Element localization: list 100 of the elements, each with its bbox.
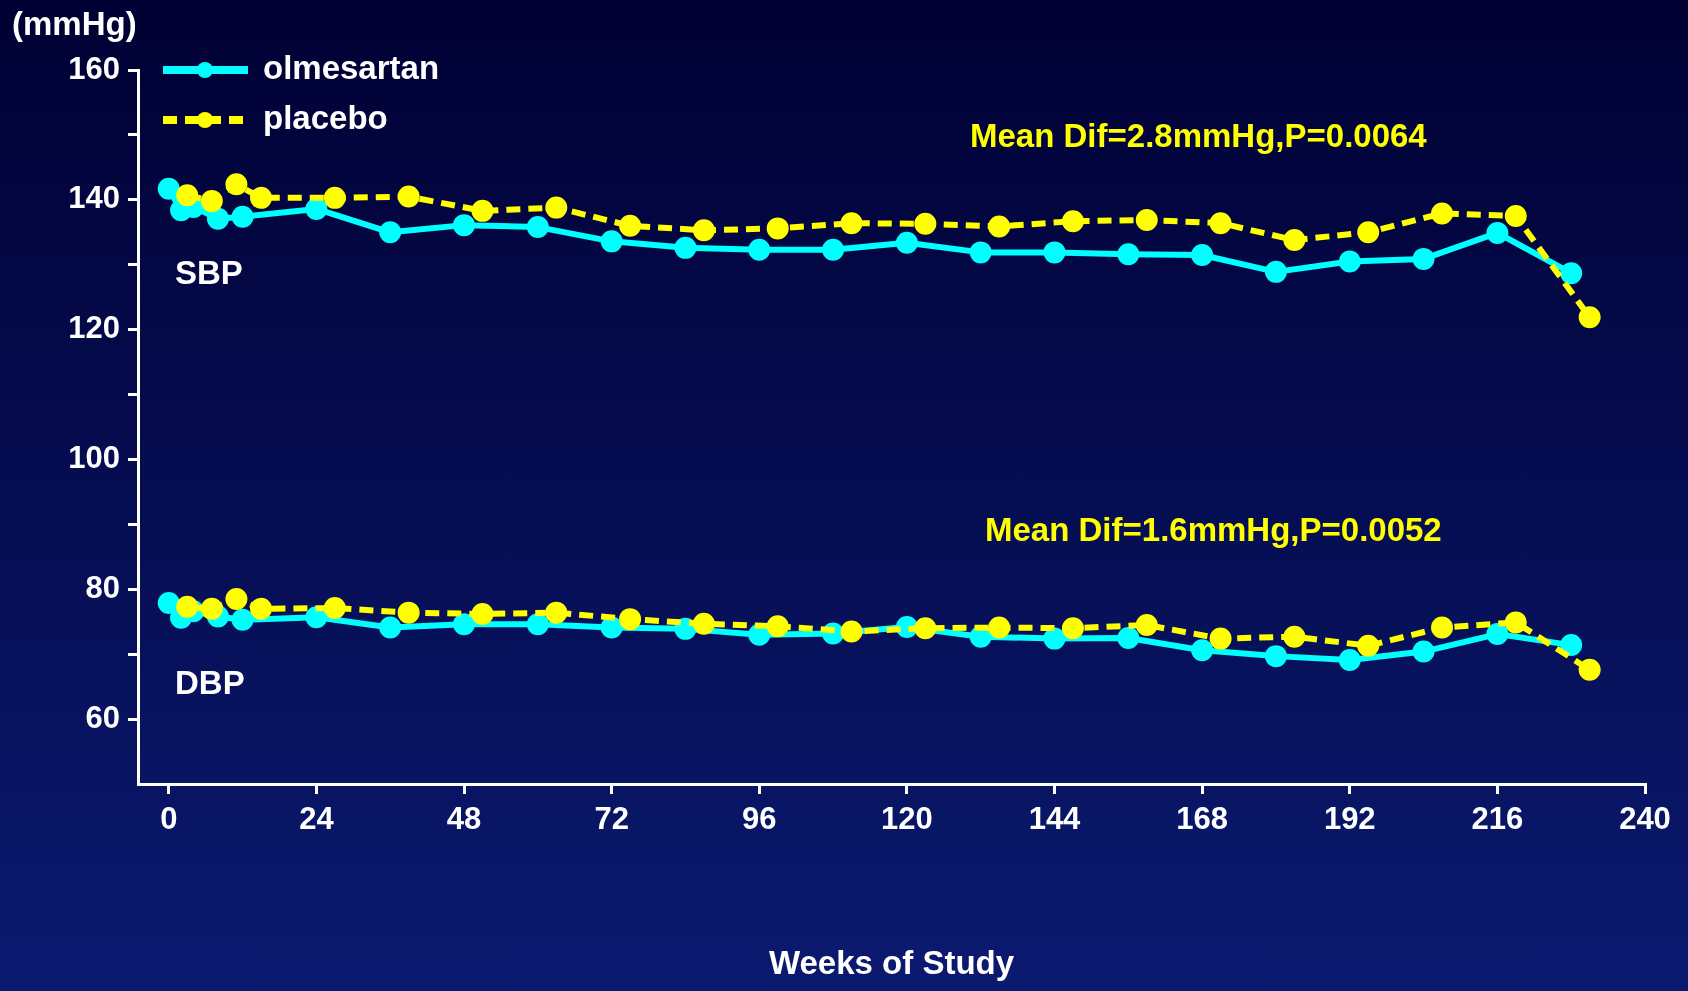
point <box>895 231 918 254</box>
point <box>914 212 937 235</box>
point <box>1191 639 1214 662</box>
point <box>471 602 494 625</box>
point <box>1578 306 1601 329</box>
point <box>176 595 199 618</box>
point <box>1135 208 1158 231</box>
point <box>157 177 180 200</box>
point <box>1043 627 1066 650</box>
x-axis-title: Weeks of Study <box>768 944 1015 982</box>
point <box>1486 623 1509 646</box>
x-tick-label: 0 <box>160 801 178 837</box>
point <box>988 215 1011 238</box>
point <box>914 617 937 640</box>
point <box>1486 221 1509 244</box>
x-tick-label: 24 <box>299 801 335 837</box>
point <box>1209 212 1232 235</box>
legend-label: olmesartan <box>263 49 440 87</box>
point <box>1431 202 1454 225</box>
point <box>1338 250 1361 273</box>
annotation: SBP <box>175 254 243 292</box>
point <box>748 238 771 261</box>
point <box>397 185 420 208</box>
point <box>200 597 223 620</box>
x-tick-label: 192 <box>1323 801 1376 837</box>
point <box>1264 260 1287 283</box>
point <box>176 184 199 207</box>
point <box>453 214 475 237</box>
point <box>1117 243 1140 266</box>
point <box>545 196 568 219</box>
point <box>1412 247 1435 270</box>
point <box>471 199 494 222</box>
point <box>600 230 623 253</box>
x-tick-label: 48 <box>446 801 482 837</box>
x-tick-label: 144 <box>1028 801 1082 837</box>
point <box>231 608 254 631</box>
point <box>619 608 642 631</box>
point <box>1283 625 1306 648</box>
point <box>822 238 845 261</box>
annotation: Mean Dif=2.8mmHg,P=0.0064 <box>970 117 1428 155</box>
point <box>323 186 346 209</box>
x-tick-label: 72 <box>594 801 629 837</box>
point <box>231 205 254 228</box>
point <box>766 615 789 638</box>
y-tick-label: 80 <box>85 569 120 605</box>
point <box>1560 634 1583 657</box>
annotation: DBP <box>175 664 245 702</box>
point <box>1264 645 1287 668</box>
point <box>969 241 992 264</box>
point <box>840 212 863 235</box>
point <box>397 601 420 624</box>
y-tick-label: 120 <box>68 310 120 346</box>
point <box>545 601 568 624</box>
point <box>305 606 328 629</box>
point <box>1578 658 1601 681</box>
point <box>250 597 273 620</box>
point <box>1043 241 1066 264</box>
point <box>526 216 549 239</box>
point <box>1504 205 1527 228</box>
point <box>1560 262 1583 285</box>
annotation: Mean Dif=1.6mmHg,P=0.0052 <box>985 511 1442 549</box>
y-axis-title: (mmHg) <box>12 5 137 43</box>
point <box>1061 617 1084 640</box>
point <box>1357 634 1380 657</box>
point <box>748 623 771 646</box>
y-tick-label: 160 <box>68 50 120 86</box>
point <box>766 217 789 240</box>
point <box>1504 611 1527 634</box>
point <box>225 173 248 196</box>
point <box>379 616 402 639</box>
point <box>1117 626 1140 649</box>
point <box>1412 640 1435 663</box>
point <box>840 620 863 643</box>
point <box>1135 613 1158 636</box>
point <box>379 221 402 244</box>
point <box>225 588 248 611</box>
point <box>453 613 475 636</box>
point <box>674 236 697 259</box>
point <box>323 597 346 620</box>
x-tick-label: 96 <box>742 801 777 837</box>
point <box>157 591 180 614</box>
x-tick-label: 216 <box>1471 801 1524 837</box>
y-tick-label: 140 <box>68 180 120 216</box>
point <box>1338 649 1361 672</box>
x-tick-label: 120 <box>881 801 933 837</box>
point <box>1283 229 1306 252</box>
point <box>206 207 229 230</box>
point <box>200 190 223 213</box>
point <box>1431 616 1454 639</box>
x-tick-label: 240 <box>1619 801 1671 837</box>
point <box>250 186 273 209</box>
point <box>1209 627 1232 650</box>
point <box>600 616 623 639</box>
y-tick-label: 60 <box>85 699 120 735</box>
point <box>1061 210 1084 233</box>
point <box>1357 221 1380 244</box>
point <box>619 214 642 237</box>
point <box>692 612 715 635</box>
y-tick-label: 100 <box>68 440 120 475</box>
point <box>526 613 549 636</box>
